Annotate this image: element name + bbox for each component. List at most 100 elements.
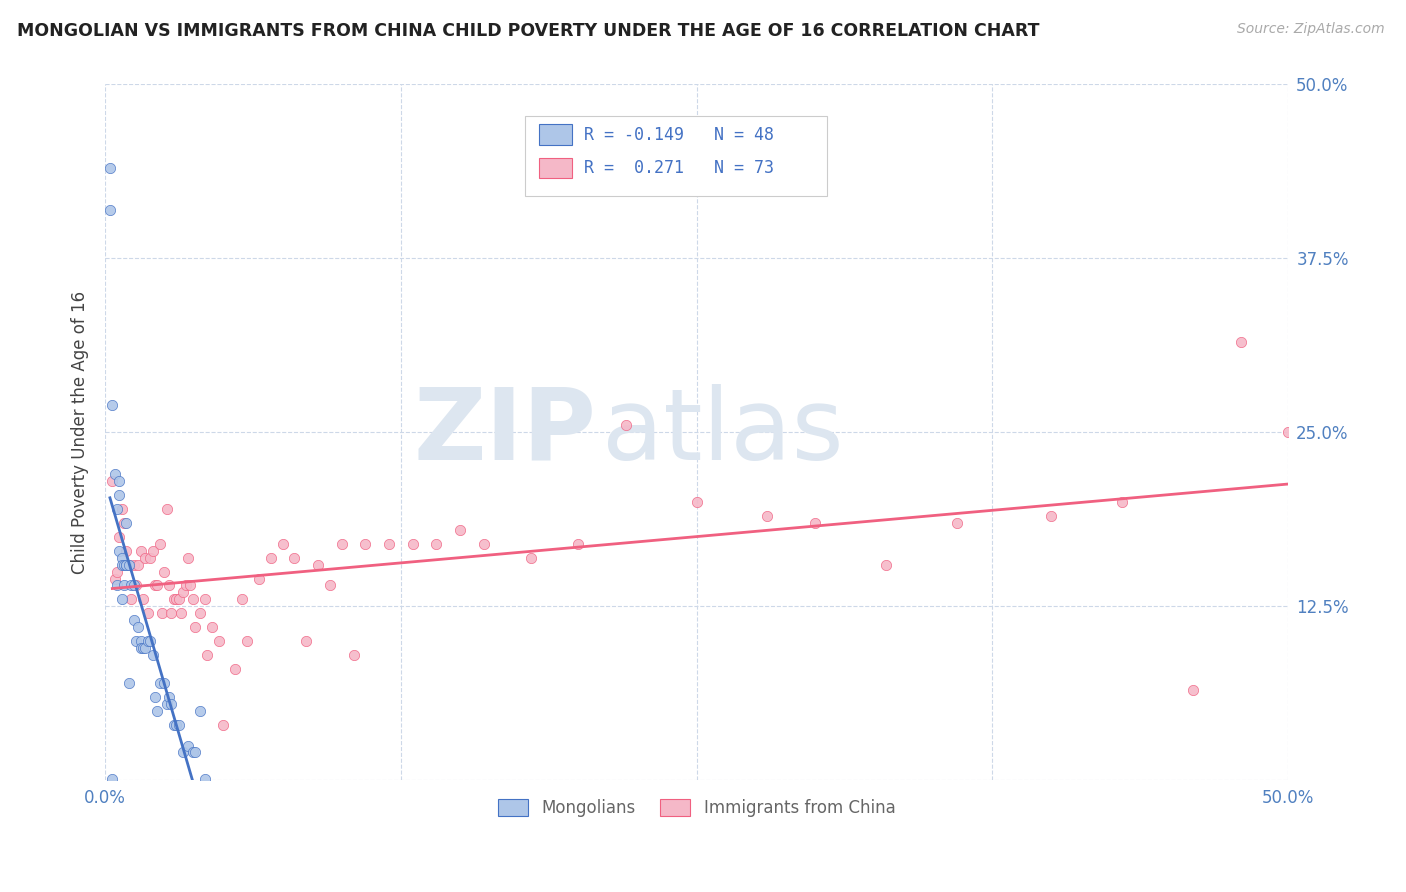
Point <box>125 634 148 648</box>
Point <box>108 543 131 558</box>
Text: R =  0.271   N = 73: R = 0.271 N = 73 <box>583 159 775 177</box>
Point <box>111 558 134 572</box>
Point <box>108 488 131 502</box>
Point <box>101 398 124 412</box>
Point <box>184 746 207 760</box>
Point <box>156 697 179 711</box>
Point <box>105 502 128 516</box>
Point <box>122 578 145 592</box>
Point <box>188 704 211 718</box>
Point <box>157 690 180 704</box>
Point <box>472 537 495 551</box>
Point <box>804 516 827 530</box>
Point <box>127 620 149 634</box>
Point <box>111 592 134 607</box>
Point <box>134 641 156 656</box>
Legend: Mongolians, Immigrants from China: Mongolians, Immigrants from China <box>491 793 903 824</box>
Point <box>136 607 159 621</box>
Point <box>104 467 127 482</box>
Point <box>141 648 163 662</box>
Point <box>163 592 186 607</box>
Point <box>105 565 128 579</box>
Point <box>271 537 294 551</box>
Point <box>307 558 329 572</box>
Point <box>115 543 138 558</box>
Point <box>139 550 162 565</box>
Point <box>567 537 589 551</box>
Point <box>685 495 707 509</box>
Point <box>153 565 176 579</box>
Point <box>177 739 200 753</box>
Y-axis label: Child Poverty Under the Age of 16: Child Poverty Under the Age of 16 <box>72 291 89 574</box>
FancyBboxPatch shape <box>524 116 827 195</box>
Point <box>160 697 183 711</box>
Point <box>112 516 135 530</box>
Bar <box>540 124 572 145</box>
Point <box>172 585 194 599</box>
Point <box>105 578 128 592</box>
Point <box>283 550 305 565</box>
Point <box>108 474 131 488</box>
Point <box>157 578 180 592</box>
Point <box>115 516 138 530</box>
Point <box>98 161 121 175</box>
Point <box>118 558 141 572</box>
Point <box>195 648 218 662</box>
Point <box>295 634 318 648</box>
Point <box>875 558 897 572</box>
Point <box>122 558 145 572</box>
Point <box>118 676 141 690</box>
Point <box>112 558 135 572</box>
Point <box>120 578 142 592</box>
Point <box>122 613 145 627</box>
Point <box>141 543 163 558</box>
Point <box>118 558 141 572</box>
Point <box>104 572 127 586</box>
Point <box>1182 682 1205 697</box>
Text: MONGOLIAN VS IMMIGRANTS FROM CHINA CHILD POVERTY UNDER THE AGE OF 16 CORRELATION: MONGOLIAN VS IMMIGRANTS FROM CHINA CHILD… <box>17 22 1039 40</box>
Point <box>98 202 121 217</box>
Point <box>111 502 134 516</box>
Point <box>156 502 179 516</box>
Point <box>129 543 152 558</box>
Point <box>402 537 425 551</box>
Point <box>354 537 377 551</box>
Point <box>231 592 253 607</box>
Text: atlas: atlas <box>602 384 844 481</box>
Point <box>160 607 183 621</box>
Point <box>614 418 637 433</box>
Point <box>112 578 135 592</box>
Point <box>149 676 172 690</box>
Point <box>167 717 190 731</box>
Point <box>108 530 131 544</box>
Text: R = -0.149   N = 48: R = -0.149 N = 48 <box>583 126 775 144</box>
Point <box>378 537 401 551</box>
Point <box>120 592 142 607</box>
Point <box>177 550 200 565</box>
Point <box>236 634 259 648</box>
Point <box>181 746 204 760</box>
Point <box>111 550 134 565</box>
Point <box>172 746 194 760</box>
Point <box>146 578 169 592</box>
Point <box>181 592 204 607</box>
Point <box>101 474 124 488</box>
Point <box>163 717 186 731</box>
Point <box>193 772 215 786</box>
Point <box>115 558 138 572</box>
Point <box>136 634 159 648</box>
Point <box>1111 495 1133 509</box>
Text: ZIP: ZIP <box>413 384 596 481</box>
Point <box>167 592 190 607</box>
Point <box>945 516 967 530</box>
Point <box>179 578 201 592</box>
Point <box>330 537 353 551</box>
Point <box>127 558 149 572</box>
Point <box>520 550 543 565</box>
Point <box>201 620 224 634</box>
Point <box>247 572 270 586</box>
Point <box>1277 425 1299 440</box>
Point <box>101 772 124 786</box>
Point <box>224 662 246 676</box>
Point <box>150 607 173 621</box>
